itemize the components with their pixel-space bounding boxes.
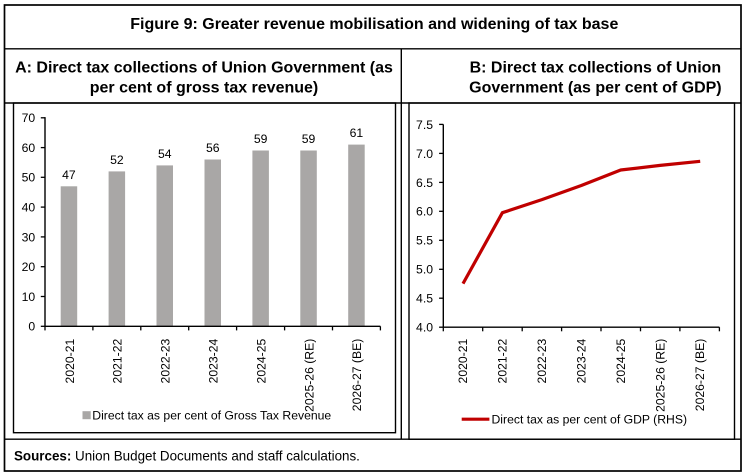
svg-text:per cent of gross tax revenue): per cent of gross tax revenue) (90, 79, 319, 96)
svg-text:52: 52 (110, 153, 124, 167)
svg-text:20: 20 (22, 260, 36, 274)
svg-text:61: 61 (350, 126, 364, 140)
svg-text:40: 40 (22, 200, 36, 214)
svg-text:2026-27 (BE): 2026-27 (BE) (350, 339, 364, 412)
svg-text:B: Direct tax collections of U: B: Direct tax collections of Union (470, 59, 722, 76)
svg-text:2026-27 (BE): 2026-27 (BE) (693, 339, 707, 412)
svg-text:7.0: 7.0 (416, 147, 433, 161)
svg-text:0: 0 (28, 320, 35, 334)
svg-text:2024-25: 2024-25 (614, 338, 628, 383)
svg-text:60: 60 (22, 141, 36, 155)
svg-text:2025-26 (RE): 2025-26 (RE) (302, 339, 316, 412)
svg-text:56: 56 (206, 141, 220, 155)
svg-text:2023-24: 2023-24 (207, 338, 221, 383)
svg-text:2024-25: 2024-25 (254, 338, 268, 383)
svg-text:A: Direct tax collections of U: A: Direct tax collections of Union Gover… (15, 59, 393, 76)
svg-text:50: 50 (22, 171, 36, 185)
svg-text:2020-21: 2020-21 (63, 338, 77, 383)
svg-text:2021-22: 2021-22 (111, 338, 125, 383)
svg-text:59: 59 (254, 132, 268, 146)
svg-text:Government (as per cent of GDP: Government (as per cent of GDP) (469, 79, 722, 96)
svg-text:10: 10 (22, 290, 36, 304)
svg-text:Sources: Union Budget Document: Sources: Union Budget Documents and staf… (14, 448, 360, 463)
svg-text:30: 30 (22, 230, 36, 244)
svg-text:70: 70 (22, 111, 36, 125)
svg-text:5.0: 5.0 (416, 263, 433, 277)
svg-text:2025-26 (RE): 2025-26 (RE) (653, 339, 667, 412)
svg-text:7.5: 7.5 (416, 118, 433, 132)
svg-text:6.5: 6.5 (416, 176, 433, 190)
svg-text:Direct tax as per cent of Gros: Direct tax as per cent of Gross Tax Reve… (92, 409, 331, 423)
svg-text:47: 47 (62, 168, 76, 182)
svg-text:2021-22: 2021-22 (496, 338, 510, 383)
svg-text:5.5: 5.5 (416, 234, 433, 248)
svg-text:59: 59 (302, 132, 316, 146)
svg-text:6.0: 6.0 (416, 205, 433, 219)
svg-text:2022-23: 2022-23 (159, 338, 173, 383)
svg-text:Figure 9: Greater revenue mobi: Figure 9: Greater revenue mobilisation a… (130, 16, 618, 33)
svg-text:54: 54 (158, 147, 172, 161)
svg-text:4.0: 4.0 (416, 321, 433, 335)
svg-text:2022-23: 2022-23 (535, 338, 549, 383)
svg-text:4.5: 4.5 (416, 292, 433, 306)
svg-text:Direct tax as per cent of GDP: Direct tax as per cent of GDP (RHS) (492, 412, 688, 426)
svg-text:2020-21: 2020-21 (456, 338, 470, 383)
svg-text:2023-24: 2023-24 (575, 338, 589, 383)
